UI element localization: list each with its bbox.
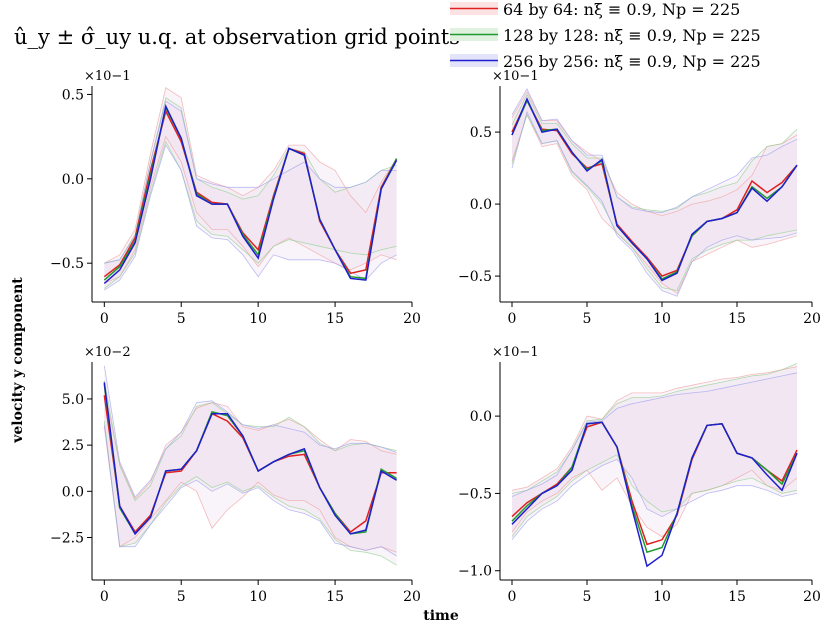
scale-factor-label: ×10−1 xyxy=(84,69,131,84)
x-tick-label: 5 xyxy=(177,589,186,605)
band-128-by-128 xyxy=(512,363,797,537)
y-tick-label: −0.5 xyxy=(50,256,84,272)
upper-bound-128-by-128 xyxy=(103,380,397,502)
band-64-by-64 xyxy=(512,366,797,537)
scale-factor-label: ×10−2 xyxy=(84,345,131,360)
band-128-by-128 xyxy=(512,94,797,291)
lower-bound-128-by-128 xyxy=(104,140,397,289)
legend-label-64: 64 by 64: nξ ≡ 0.9, Np = 225 xyxy=(503,0,740,19)
lower-bound-256-by-256 xyxy=(103,424,397,557)
y-axis-label: velocity y component xyxy=(10,277,26,444)
x-tick-label: 15 xyxy=(728,589,746,605)
y-tick-label: −0.5 xyxy=(458,486,492,502)
x-tick-label: 10 xyxy=(249,589,267,605)
band-256-by-256 xyxy=(104,365,397,556)
series-line-256-by-256 xyxy=(511,97,798,282)
y-tick-label: −2.5 xyxy=(50,531,84,547)
series-line-256-by-256 xyxy=(103,103,398,284)
series-line-64-by-64 xyxy=(103,109,398,278)
band-128-by-128 xyxy=(104,97,397,289)
x-tick-label: 0 xyxy=(100,311,109,327)
upper-bound-64-by-64 xyxy=(511,366,798,491)
y-tick-label: 5.0 xyxy=(62,392,84,408)
upper-bound-128-by-128 xyxy=(511,363,798,494)
lower-bound-64-by-64 xyxy=(511,469,798,538)
panel-top-right: 0 5 10 15 20 −0.5 0.0 0.5 ×10−1 xyxy=(458,69,821,327)
x-tick-label: 0 xyxy=(508,311,517,327)
band-256-by-256 xyxy=(512,88,797,297)
band-256-by-256 xyxy=(104,101,397,291)
x-tick-label: 10 xyxy=(653,589,671,605)
legend-label-256: 256 by 256: nξ ≡ 0.9, Np = 225 xyxy=(503,52,761,71)
x-tick-label: 15 xyxy=(326,589,344,605)
panel-bottom-right: 0 5 10 15 20 −1.0 −0.5 0.0 ×10−1 xyxy=(458,345,821,605)
upper-bound-128-by-128 xyxy=(511,93,798,212)
y-tick-label: 0.0 xyxy=(62,172,84,188)
y-tick-label: 0.0 xyxy=(470,409,492,425)
legend: 64 by 64: nξ ≡ 0.9, Np = 225 128 by 128:… xyxy=(450,0,761,71)
lower-bound-128-by-128 xyxy=(511,454,798,537)
band-128-by-128 xyxy=(104,380,397,566)
chart-title: û_y ± σ̂_uy u.q. at observation grid poi… xyxy=(14,25,460,49)
upper-bound-256-by-256 xyxy=(103,365,397,498)
y-tick-label: 0.5 xyxy=(62,87,84,103)
upper-bound-256-by-256 xyxy=(511,88,798,214)
x-tick-label: 10 xyxy=(653,311,671,327)
y-tick-label: 0.5 xyxy=(470,125,492,141)
upper-bound-256-by-256 xyxy=(511,372,798,497)
lower-bound-64-by-64 xyxy=(103,426,397,553)
y-tick-label: 2.5 xyxy=(62,438,84,454)
panel-bottom-left: 0 5 10 15 20 −2.5 0.0 2.5 5.0 ×10−2 xyxy=(50,345,421,605)
y-tick-label: −1.0 xyxy=(458,564,492,580)
x-tick-label: 0 xyxy=(100,589,109,605)
series-line-256-by-256 xyxy=(511,421,798,568)
scale-factor-label: ×10−1 xyxy=(492,69,539,84)
series-line-256-by-256 xyxy=(103,382,397,536)
x-tick-label: 20 xyxy=(803,311,821,327)
upper-bound-64-by-64 xyxy=(511,90,798,217)
x-axis-label: time xyxy=(423,608,459,623)
x-tick-label: 5 xyxy=(177,311,186,327)
x-tick-label: 20 xyxy=(403,311,421,327)
scale-factor-label: ×10−1 xyxy=(492,345,539,360)
x-tick-label: 20 xyxy=(803,589,821,605)
panel-top-left: 0 5 10 15 20 −0.5 0.0 0.5×10−1 xyxy=(50,69,421,327)
band-64-by-64 xyxy=(104,87,397,284)
x-tick-label: 5 xyxy=(583,589,592,605)
x-tick-label: 15 xyxy=(728,311,746,327)
x-tick-label: 10 xyxy=(249,311,267,327)
band-256-by-256 xyxy=(512,372,797,540)
upper-bound-256-by-256 xyxy=(104,100,397,264)
x-tick-label: 0 xyxy=(508,589,517,605)
upper-bound-64-by-64 xyxy=(104,87,397,264)
upper-bound-64-by-64 xyxy=(103,389,397,500)
y-tick-label: −0.5 xyxy=(458,269,492,285)
lower-bound-256-by-256 xyxy=(511,110,798,297)
y-tick-label: 0.0 xyxy=(62,484,84,500)
lower-bound-64-by-64 xyxy=(511,113,798,294)
x-tick-label: 20 xyxy=(403,589,421,605)
y-tick-label: 0.0 xyxy=(470,197,492,213)
band-64-by-64 xyxy=(104,389,397,553)
x-tick-label: 15 xyxy=(326,311,344,327)
lower-bound-256-by-256 xyxy=(511,458,798,541)
series-line-64-by-64 xyxy=(511,98,798,277)
x-tick-label: 5 xyxy=(583,311,592,327)
legend-label-128: 128 by 128: nξ ≡ 0.9, Np = 225 xyxy=(503,26,761,45)
